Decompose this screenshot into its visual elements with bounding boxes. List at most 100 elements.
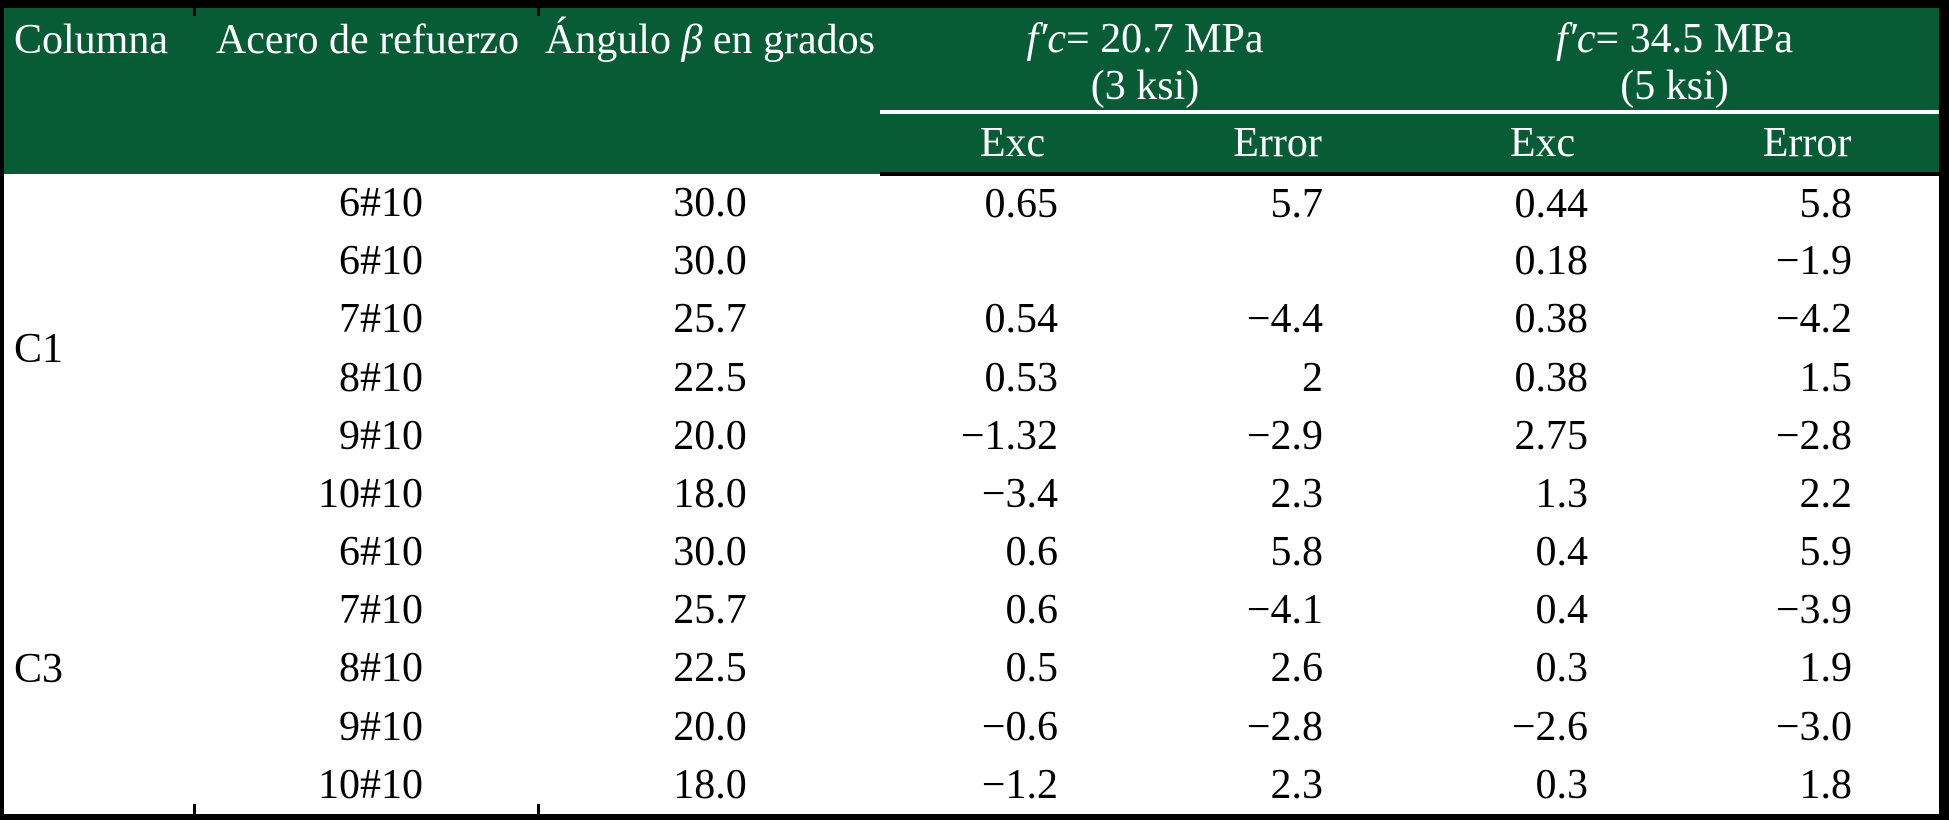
cell-error-34: 5.9 (1799, 529, 1853, 576)
cell-angulo: 18.0 (673, 761, 747, 808)
header-row-sub: Exc Error Exc Error (4, 112, 1939, 176)
cell-angulo: 18.0 (673, 470, 747, 517)
cell-exc-34: −2.6 (1511, 703, 1588, 750)
cell-acero: 9#10 (339, 412, 423, 459)
table-row: 6#10 30.0 0.18 −1.9 (4, 232, 1939, 291)
table-row: 8#10 22.5 0.53 2 0.38 1.5 (4, 348, 1939, 407)
cell-exc-20 (880, 232, 1145, 290)
cell-error-20 (1145, 232, 1410, 290)
cell-exc-20: 0.6 (1005, 529, 1059, 576)
cell-error-34: −3.0 (1775, 703, 1852, 750)
cell-error-34: −4.2 (1775, 296, 1852, 343)
header-group1-line1: f′c= 20.7 MPa (880, 8, 1410, 63)
fc-symbol: f′c (1555, 16, 1596, 62)
cell-angulo: 20.0 (673, 703, 747, 750)
cell-exc-34: 0.38 (1514, 296, 1589, 343)
row-group-label-c1: C1 (14, 325, 64, 372)
cell-exc-20: 0.65 (984, 181, 1059, 228)
cell-angulo: 25.7 (673, 587, 747, 634)
cell-error-34: 1.5 (1799, 354, 1853, 401)
results-table: Columna Acero de refuerzo Ángulo β en gr… (4, 8, 1939, 814)
table-row: 8#10 22.5 0.5 2.6 0.3 1.9 (4, 639, 1939, 698)
header-acero-label: Acero de refuerzo (215, 17, 520, 63)
table-row: 10#10 18.0 −3.4 2.3 1.3 2.2 (4, 464, 1939, 524)
header-row-main: Columna Acero de refuerzo Ángulo β en gr… (4, 8, 1939, 174)
cell-error-20: 2 (1302, 354, 1323, 401)
border-tick (193, 8, 196, 16)
table-row: 9#10 20.0 −1.32 −2.9 2.75 −2.8 (4, 406, 1939, 465)
cell-exc-20: 0.5 (1005, 645, 1059, 692)
cell-error-20: 5.7 (1270, 181, 1324, 228)
cell-exc-20: 0.53 (984, 354, 1059, 401)
table-row: C1 6#10 30.0 0.65 5.7 0.44 5.8 (4, 174, 1939, 372)
table-row: 7#10 25.7 0.54 −4.4 0.38 −4.2 (4, 290, 1939, 349)
cell-acero: 8#10 (339, 645, 423, 692)
cell-acero: 6#10 (339, 180, 423, 227)
cell-acero: 7#10 (339, 587, 423, 634)
cell-acero: 10#10 (318, 761, 423, 808)
cell-angulo: 30.0 (673, 238, 747, 285)
header-exc-34mpa: Exc (1410, 112, 1675, 176)
fc-value-20-7: = 20.7 MPa (1065, 16, 1264, 62)
header-angulo-beta-symbol: β (681, 17, 703, 63)
cell-exc-34: 2.75 (1514, 412, 1589, 459)
cell-angulo: 22.5 (673, 354, 747, 401)
header-group2-line2-ksi: (5 ksi) (1620, 63, 1729, 109)
cell-angulo: 30.0 (673, 180, 747, 227)
cell-exc-34: 0.18 (1514, 238, 1589, 285)
cell-error-20: 2.3 (1270, 761, 1324, 808)
cell-error-20: −2.8 (1246, 703, 1323, 750)
cell-angulo: 20.0 (673, 412, 747, 459)
cell-error-34: −1.9 (1775, 238, 1852, 285)
cell-error-20: 5.8 (1270, 529, 1324, 576)
fc-value-34-5: = 34.5 MPa (1595, 16, 1794, 62)
border-tick (193, 804, 196, 820)
cell-exc-20: 0.54 (984, 296, 1059, 343)
table-row: 10#10 18.0 −1.2 2.3 0.3 1.8 (4, 755, 1939, 814)
table-row: 7#10 25.7 0.6 −4.1 0.4 −3.9 (4, 581, 1939, 640)
cell-acero: 6#10 (339, 238, 423, 285)
cell-exc-20: −1.2 (981, 761, 1058, 808)
header-acero: Acero de refuerzo (195, 8, 540, 174)
border-tick (537, 8, 540, 16)
header-exc-20mpa: Exc (880, 112, 1145, 176)
cell-angulo: 30.0 (673, 529, 747, 576)
cell-exc-34: 0.3 (1535, 761, 1589, 808)
cell-error-34: 5.8 (1799, 181, 1853, 228)
cell-error-20: −2.9 (1246, 412, 1323, 459)
cell-error-34: −2.8 (1775, 412, 1852, 459)
fc-symbol: f′c (1026, 16, 1066, 62)
cell-exc-34: 0.4 (1535, 529, 1589, 576)
cell-exc-34: 0.38 (1514, 354, 1589, 401)
cell-error-20: 2.6 (1270, 645, 1324, 692)
cell-exc-20: 0.6 (1005, 587, 1059, 634)
table-row: C3 6#10 30.0 0.6 5.8 0.4 5.9 (4, 523, 1939, 692)
cell-exc-20: −3.4 (981, 470, 1058, 517)
cell-exc-34: 0.44 (1514, 181, 1589, 228)
cell-exc-20: −0.6 (981, 703, 1058, 750)
header-error-34mpa: Error (1675, 112, 1939, 176)
border-tick (537, 804, 540, 820)
cell-acero: 8#10 (339, 354, 423, 401)
cell-angulo: 25.7 (673, 296, 747, 343)
header-error-20mpa: Error (1145, 112, 1410, 176)
cell-exc-34: 1.3 (1535, 470, 1589, 517)
header-columna-label: Columna (14, 17, 168, 63)
cell-error-20: −4.1 (1246, 587, 1323, 634)
header-angulo-post: en grados (702, 17, 876, 63)
cell-acero: 7#10 (339, 296, 423, 343)
cell-error-34: 1.9 (1799, 645, 1853, 692)
header-group2-line1: f′c= 34.5 MPa (1410, 8, 1939, 63)
header-columna: Columna (4, 8, 195, 174)
cell-error-34: 1.8 (1799, 761, 1853, 808)
cell-exc-20: −1.32 (960, 412, 1058, 459)
cell-acero: 10#10 (318, 470, 423, 517)
cell-exc-34: 0.4 (1535, 587, 1589, 634)
header-angulo-pre: Ángulo (544, 17, 682, 63)
table-row: 9#10 20.0 −0.6 −2.8 −2.6 −3.0 (4, 697, 1939, 756)
header-angulo: Ángulo β en grados (540, 8, 880, 174)
table-body: C1 6#10 30.0 0.65 5.7 0.44 5.8 6#10 30.0… (4, 174, 1939, 814)
cell-acero: 9#10 (339, 703, 423, 750)
cell-error-20: 2.3 (1270, 470, 1324, 517)
